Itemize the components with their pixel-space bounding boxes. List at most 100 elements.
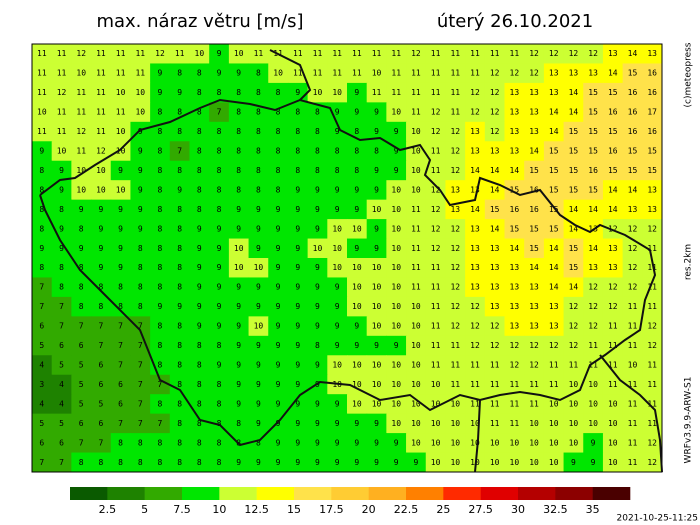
cell-value: 10 xyxy=(76,69,86,78)
cell-value: 13 xyxy=(529,302,539,311)
cell-value: 11 xyxy=(450,49,460,58)
cell-value: 10 xyxy=(352,263,362,272)
grid-cell xyxy=(169,63,190,84)
grid-cell xyxy=(91,277,112,298)
grid-cell xyxy=(228,374,250,395)
cell-value: 11 xyxy=(588,361,598,370)
grid-cell xyxy=(524,394,545,415)
cell-value: 11 xyxy=(647,244,657,253)
map-title: max. náraz větru [m/s] xyxy=(96,11,303,32)
cell-value: 10 xyxy=(411,322,421,331)
cell-value: 9 xyxy=(276,263,281,272)
grid-cell xyxy=(287,141,309,162)
grid-cell xyxy=(307,374,328,395)
grid-cell xyxy=(169,296,190,317)
grid-cell xyxy=(307,102,328,123)
grid-cell xyxy=(327,258,348,278)
cell-value: 15 xyxy=(549,205,559,214)
cell-value: 8 xyxy=(236,419,241,428)
grid-cell xyxy=(248,433,269,454)
grid-cell xyxy=(386,121,407,142)
grid-cell xyxy=(386,141,407,162)
grid-cell xyxy=(150,394,171,415)
grid-cell xyxy=(583,82,604,103)
grid-cell xyxy=(445,433,466,454)
grid-cell xyxy=(91,433,112,454)
cell-value: 9 xyxy=(335,419,340,428)
cell-value: 11 xyxy=(431,147,441,156)
cell-value: 11 xyxy=(628,438,638,447)
grid-cell xyxy=(327,296,348,317)
cell-value: 9 xyxy=(138,166,143,175)
grid-cell xyxy=(268,258,289,278)
cell-value: 11 xyxy=(96,108,106,117)
grid-cell xyxy=(110,452,131,473)
cell-value: 8 xyxy=(177,108,182,117)
grid-cell xyxy=(51,296,72,317)
grid-cell xyxy=(169,335,190,356)
cell-value: 5 xyxy=(79,399,84,408)
grid-cell xyxy=(327,277,348,298)
grid-cell xyxy=(406,180,427,201)
grid-cell xyxy=(347,160,368,181)
cell-value: 9 xyxy=(354,458,359,467)
grid-cell xyxy=(51,44,72,64)
grid-cell xyxy=(307,452,328,473)
cell-value: 8 xyxy=(39,263,44,272)
grid-cell xyxy=(524,335,545,356)
grid-cell xyxy=(543,277,565,298)
cell-value: 8 xyxy=(138,438,143,447)
grid-cell xyxy=(347,82,368,103)
cell-value: 12 xyxy=(155,49,165,58)
cell-value: 8 xyxy=(177,127,182,136)
cell-value: 5 xyxy=(39,419,44,428)
grid-cell xyxy=(228,219,250,240)
grid-cell xyxy=(169,238,190,259)
grid-cell xyxy=(169,121,190,142)
map-frame xyxy=(31,43,663,473)
grid-cell xyxy=(602,238,624,259)
legend-label: 20 xyxy=(362,503,376,516)
cell-value: 13 xyxy=(470,127,480,136)
cell-value: 14 xyxy=(510,244,520,253)
grid-cell xyxy=(504,160,525,181)
grid-cell xyxy=(563,82,584,103)
grid-cell xyxy=(228,452,250,473)
cell-value: 10 xyxy=(470,419,480,428)
cell-value: 8 xyxy=(158,361,163,370)
grid-cell xyxy=(406,335,427,356)
grid-cell xyxy=(406,433,427,454)
cell-value: 10 xyxy=(76,166,86,175)
cell-value: 8 xyxy=(197,419,202,428)
grid-cell xyxy=(130,374,151,395)
cell-value: 8 xyxy=(315,108,320,117)
cell-value: 11 xyxy=(411,108,421,117)
cell-value: 12 xyxy=(470,302,480,311)
grid-cell xyxy=(583,433,604,454)
grid-cell xyxy=(445,355,466,376)
cell-value: 11 xyxy=(647,361,657,370)
grid-cell xyxy=(504,296,525,317)
cell-value: 12 xyxy=(628,263,638,272)
cell-value: 15 xyxy=(510,185,520,194)
grid-cell xyxy=(465,296,486,317)
grid-cell xyxy=(110,316,131,337)
grid-cell xyxy=(110,219,131,240)
grid-cell xyxy=(543,141,565,162)
cell-value: 13 xyxy=(549,69,559,78)
cell-value: 4 xyxy=(39,361,44,370)
grid-cell xyxy=(189,199,210,220)
cell-value: 7 xyxy=(177,147,182,156)
cell-value: 9 xyxy=(374,438,379,447)
cell-value: 11 xyxy=(37,49,47,58)
cell-value: 8 xyxy=(79,224,84,233)
grid-cell xyxy=(327,433,348,454)
cell-value: 11 xyxy=(608,341,618,350)
grid-cell xyxy=(287,238,309,259)
grid-cell xyxy=(32,335,53,356)
grid-cell xyxy=(622,394,643,415)
legend-label: 32.5 xyxy=(543,503,568,516)
cell-value: 8 xyxy=(39,166,44,175)
grid-cell xyxy=(425,199,446,220)
grid-cell xyxy=(465,63,486,84)
